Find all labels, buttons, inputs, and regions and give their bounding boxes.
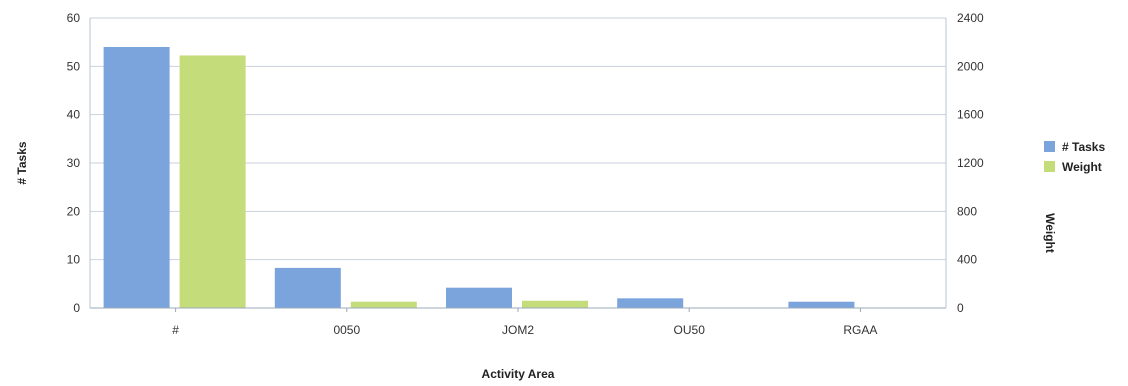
y2-tick-label: 2400 <box>957 11 984 25</box>
legend: # Tasks Weight <box>1044 140 1105 174</box>
bar-weight <box>179 55 246 309</box>
legend-label: # Tasks <box>1062 140 1105 154</box>
y-tick-label: 60 <box>67 11 81 25</box>
x-axis-title: Activity Area <box>482 367 555 381</box>
x-tick-label: JOM2 <box>502 323 534 337</box>
y2-tick-label: 400 <box>957 253 977 267</box>
y2-tick-label: 800 <box>957 204 977 218</box>
y2-tick-label: 1600 <box>957 108 984 122</box>
y2-tick-label: 2000 <box>957 59 984 73</box>
tick-labels: 0 10 20 30 40 50 60 0 400 800 1200 1600 2000 2400 # 005… <box>67 11 984 337</box>
x-tick-label: OU50 <box>674 323 706 337</box>
x-tick-label: RGAA <box>843 323 877 337</box>
legend-swatch <box>1044 141 1055 152</box>
bars <box>103 47 855 309</box>
bar-weight <box>522 300 588 308</box>
bar-weight <box>350 301 417 308</box>
y2-axis-title: Weight <box>1043 213 1057 253</box>
bar-tasks <box>788 301 855 308</box>
x-tick-label: 0050 <box>333 323 360 337</box>
bar-tasks <box>103 47 170 308</box>
y-tick-label: 30 <box>67 156 81 170</box>
legend-label: Weight <box>1062 160 1102 174</box>
y-tick-label: 0 <box>73 301 80 315</box>
bar-tasks <box>446 287 512 308</box>
y-axis-title: # Tasks <box>15 141 29 184</box>
y-tick-label: 40 <box>67 108 81 122</box>
y2-tick-label: 1200 <box>957 156 984 170</box>
x-tick-label: # <box>172 323 179 337</box>
bar-tasks <box>617 298 684 308</box>
legend-swatch <box>1044 161 1055 172</box>
y2-tick-label: 0 <box>957 301 964 315</box>
bar-tasks <box>274 267 341 308</box>
y-tick-label: 20 <box>67 204 81 218</box>
y-tick-label: 50 <box>67 59 81 73</box>
y-tick-label: 10 <box>67 253 81 267</box>
axes <box>89 18 947 312</box>
